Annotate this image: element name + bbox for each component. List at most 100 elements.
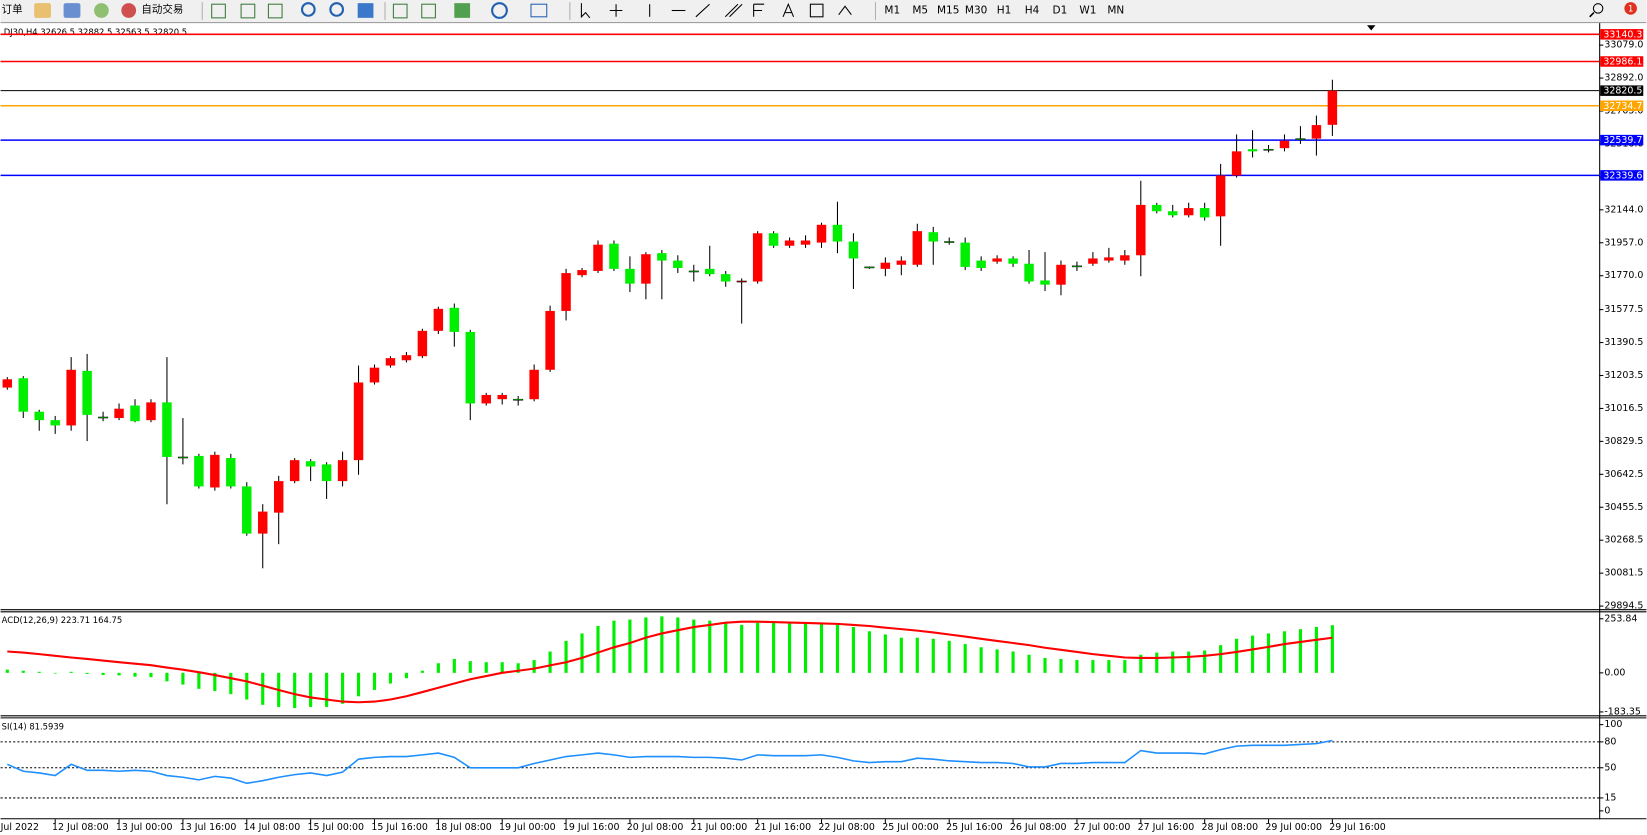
icon[interactable] [724, 3, 743, 18]
x-tick-label: 22 Jul 08:00 [818, 822, 875, 833]
histogram-bar [548, 651, 552, 673]
x-tick-label: 14 Jul 08:00 [244, 822, 301, 833]
timeframe-button[interactable]: MN [1107, 5, 1124, 17]
candle-body [18, 378, 28, 412]
x-tick-label: 20 Jul 08:00 [627, 822, 684, 833]
histogram-bar [293, 672, 297, 709]
icon[interactable] [580, 3, 591, 19]
x-tick-label: 13 Jul 16:00 [180, 822, 237, 833]
icon[interactable] [782, 2, 795, 18]
icon[interactable] [34, 3, 51, 18]
histogram-bar [676, 617, 680, 673]
candle-body [242, 486, 252, 534]
notification-badge[interactable] [1624, 2, 1637, 15]
icon[interactable] [695, 3, 710, 18]
histogram-bar [532, 660, 536, 673]
icon[interactable] [421, 3, 436, 19]
icon[interactable] [300, 2, 316, 17]
icon[interactable] [838, 5, 852, 16]
candle-body [912, 231, 923, 265]
histogram-bar [724, 622, 728, 673]
histogram-bar [1171, 651, 1175, 673]
histogram-bar [1187, 651, 1191, 673]
histogram-bar [899, 637, 903, 673]
candle-body [800, 240, 811, 245]
icon[interactable] [211, 3, 226, 19]
candle-body [928, 232, 938, 242]
candle-body [130, 405, 140, 422]
icon[interactable] [94, 3, 109, 18]
icon[interactable] [609, 4, 623, 17]
icon[interactable] [357, 3, 374, 18]
candle-body [1120, 255, 1130, 261]
candle-body [273, 481, 284, 513]
candle-body [641, 254, 651, 284]
level-label: 32339.6 [1603, 170, 1642, 181]
level-label-box [1600, 29, 1644, 40]
y-tick-label: 50 [1604, 762, 1616, 773]
timeframe-button[interactable]: M1 [884, 5, 900, 17]
candle-body [50, 420, 60, 426]
level-label-box [1600, 100, 1644, 112]
histogram-bar [995, 649, 999, 673]
histogram-bar [133, 672, 137, 677]
timeframe-button[interactable]: D1 [1053, 5, 1068, 17]
order-button[interactable]: 订单 [2, 3, 23, 15]
histogram-bar [197, 672, 201, 689]
candle-body [960, 242, 970, 267]
icon[interactable] [809, 3, 824, 18]
candle-body [864, 266, 875, 269]
timeframe-button[interactable]: M5 [912, 5, 928, 17]
histogram-bar [931, 638, 935, 673]
candle-body [226, 458, 236, 487]
histogram-bar [5, 669, 9, 673]
timeframe-button[interactable]: M15 [937, 5, 959, 17]
icon[interactable] [267, 3, 283, 19]
search-icon[interactable] [1592, 3, 1604, 14]
icon[interactable] [530, 3, 548, 18]
histogram-bar [516, 663, 520, 673]
y-tick-label: 32892.0 [1604, 73, 1643, 84]
level-label-box [1600, 56, 1644, 67]
timeframe-button[interactable]: H4 [1025, 5, 1040, 17]
candle-body [1152, 204, 1162, 212]
histogram-bar [69, 671, 73, 673]
candle-body [944, 241, 955, 243]
icon[interactable] [753, 3, 765, 17]
icon[interactable] [240, 3, 256, 19]
timeframe-button[interactable]: H1 [997, 5, 1012, 17]
candle-body [1056, 264, 1066, 285]
level-label-box [1600, 134, 1644, 146]
candle-body [992, 258, 1002, 262]
histogram-bar [819, 622, 824, 673]
auto-trading-button[interactable]: 自动交易 [141, 2, 183, 15]
candle-body [385, 358, 396, 366]
candle-body [1327, 90, 1338, 125]
icon[interactable] [121, 3, 137, 18]
histogram-bar [867, 631, 871, 673]
toolbar-icons [34, 2, 1637, 20]
y-tick-label: -183.35 [1604, 706, 1640, 717]
icon[interactable] [454, 3, 471, 18]
histogram-bar [484, 662, 488, 673]
icon[interactable] [329, 2, 345, 17]
icon[interactable] [392, 3, 408, 19]
histogram-bar [692, 619, 696, 673]
candle-body [848, 241, 859, 259]
icon[interactable] [491, 2, 508, 19]
histogram-bar [1107, 660, 1111, 673]
candle-body [194, 455, 204, 487]
histogram-bar [356, 672, 361, 697]
candle-body [736, 280, 747, 283]
timeframe-button[interactable]: W1 [1079, 5, 1096, 17]
histogram-bar [436, 663, 440, 673]
y-tick-label: 31016.5 [1604, 403, 1643, 414]
histogram-bar [772, 622, 776, 673]
icon[interactable] [63, 3, 81, 18]
histogram-bar [372, 672, 377, 690]
timeframe-button[interactable]: M30 [965, 5, 987, 17]
candle-body [609, 243, 619, 269]
chart-shift-marker[interactable] [1367, 25, 1376, 31]
x-start-label: Jul 2022 [0, 822, 39, 833]
y-tick-label: 80 [1604, 736, 1616, 747]
